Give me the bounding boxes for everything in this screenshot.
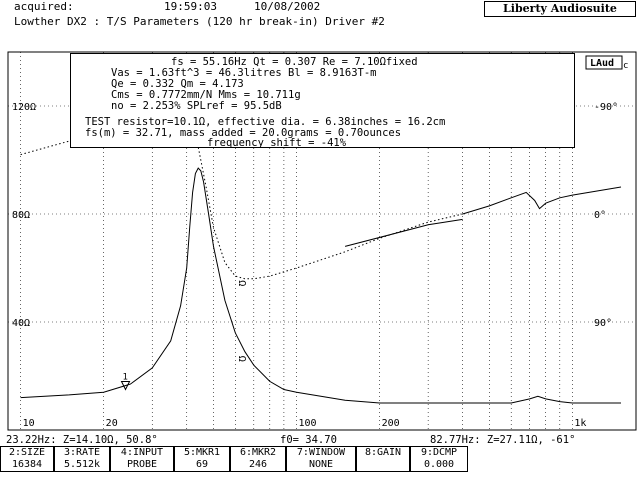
- x-tick-label: 200: [382, 418, 400, 429]
- fkey-mkr1-value: 69: [195, 459, 209, 470]
- logo-text: LAud: [590, 58, 614, 69]
- acquired-date: 10/08/2002: [254, 0, 321, 13]
- fkey-rate[interactable]: 3:RATE 5.512k: [54, 446, 110, 472]
- param-line-6: TEST resistor=10.1Ω, effective dia. = 6.…: [85, 116, 446, 128]
- param-line-4: Cms = 0.7772mm/N Mms = 10.711g: [111, 89, 301, 101]
- param-line-7: fs(m) = 32.71, mass added = 20.0grams = …: [85, 127, 402, 139]
- fkey-input-value: PROBE: [126, 459, 158, 470]
- fkey-window[interactable]: 7:WINDOW NONE: [286, 446, 356, 472]
- fkey-mkr2[interactable]: 6:MKR2 246: [230, 446, 286, 472]
- fkey-dcmp-label: 9:DCMP: [420, 447, 458, 458]
- fkey-window-value: NONE: [308, 459, 334, 470]
- fkey-mkr2-label: 6:MKR2: [239, 447, 277, 458]
- y-tick-label-left: 80Ω: [12, 210, 30, 221]
- acquired-label: acquired:: [14, 0, 74, 13]
- fkey-size-value: 16384: [11, 459, 43, 470]
- tick-labels: 40Ω 90° 80Ω 0° 120Ω -90° 10 20 100 200 1k: [12, 102, 618, 429]
- fkey-mkr1[interactable]: 5:MKR1 69: [174, 446, 230, 472]
- marker-label: 1: [123, 373, 128, 383]
- marker-omega: Ω: [236, 280, 247, 286]
- y-tick-label-left: 40Ω: [12, 318, 30, 329]
- status-right: 82.77Hz: Z=27.11Ω, -61°: [430, 434, 576, 446]
- y-tick-label-right: 90°: [594, 318, 612, 329]
- series-line-4: [344, 218, 463, 247]
- fkey-size[interactable]: 2:SIZE 16384: [0, 446, 54, 472]
- series-line-1: [20, 167, 621, 404]
- fkey-input-label: 4:INPUT: [120, 447, 164, 458]
- series-line-2: [20, 113, 463, 280]
- status-bar: 23.22Hz: Z=14.10Ω, 50.8° f0= 34.70 82.77…: [0, 434, 640, 446]
- status-left: 23.22Hz: Z=14.10Ω, 50.8°: [6, 434, 158, 446]
- param-line-5: no = 2.253% SPLref = 95.5dB: [111, 100, 282, 112]
- status-center: f0= 34.70: [280, 434, 337, 446]
- fkey-input[interactable]: 4:INPUT PROBE: [110, 446, 174, 472]
- fkey-dcmp-value: 0.000: [423, 459, 455, 470]
- param-line-2: Vas = 1.63ft^3 = 46.3litres Bl = 8.9163T…: [111, 67, 377, 79]
- param-line-1: fs = 55.16Hz Qt = 0.307 Re = 7.10Ωfixed: [171, 56, 418, 68]
- x-tick-label: 10: [23, 418, 35, 429]
- fkey-size-label: 2:SIZE: [8, 447, 46, 458]
- function-key-bar: 2:SIZE 16384 3:RATE 5.512k 4:INPUT PROBE 5:…: [0, 446, 640, 472]
- page-title: Lowther DX2 : T/S Parameters (120 hr bre…: [14, 15, 385, 28]
- ts-parameters-panel: fs = 55.16Hz Qt = 0.307 Re = 7.10Ωfixed …: [70, 53, 575, 149]
- y-tick-label-left: 120Ω: [12, 102, 36, 113]
- x-tick-label: 100: [299, 418, 317, 429]
- chart-curves: [20, 113, 622, 404]
- logo-suffix: c: [623, 61, 628, 71]
- fkey-mkr1-label: 5:MKR1: [183, 447, 221, 458]
- fkey-gain[interactable]: 8:GAIN: [356, 446, 410, 472]
- fkey-rate-label: 3:RATE: [63, 447, 101, 458]
- param-line-3: Qe = 0.332 Qm = 4.173: [111, 78, 244, 90]
- x-tick-label: 20: [106, 418, 118, 429]
- fkey-window-label: 7:WINDOW: [296, 447, 346, 458]
- y-tick-label-right: -90°: [594, 102, 618, 113]
- param-line-8: frequency shift = -41%: [207, 137, 347, 149]
- fkey-dcmp[interactable]: 9:DCMP 0.000: [410, 446, 468, 472]
- fkey-rate-value: 5.512k: [63, 459, 101, 470]
- marker-omega: Ω: [236, 356, 247, 362]
- plot-frame: [7, 51, 637, 431]
- fkey-gain-label: 8:GAIN: [364, 447, 402, 458]
- fkey-mkr2-value: 246: [248, 459, 268, 470]
- marker-triangle: [120, 381, 131, 391]
- brand-label: Liberty Audiosuite: [484, 1, 636, 17]
- acquired-time: 19:59:03: [164, 0, 217, 13]
- y-tick-label-right: 0°: [594, 210, 606, 221]
- x-tick-label: 1k: [574, 418, 586, 429]
- logo-frame: [585, 55, 623, 70]
- series-line-3: [462, 186, 622, 215]
